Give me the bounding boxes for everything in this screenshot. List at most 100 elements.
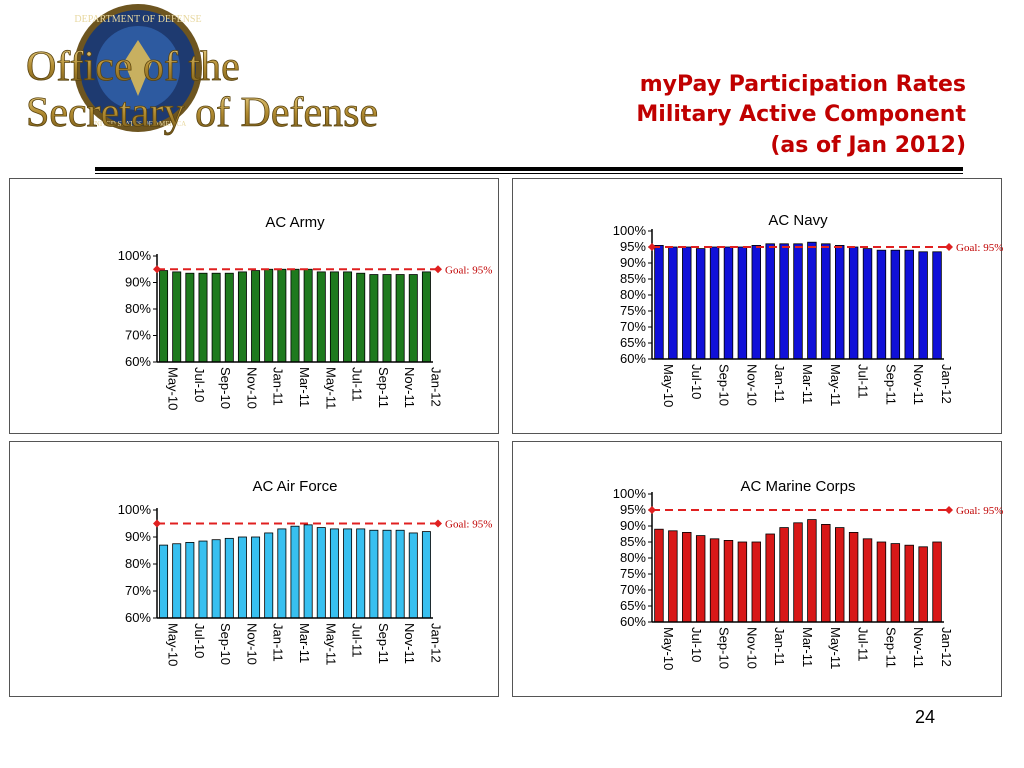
navy-x-tick-label: May-11 [828, 364, 843, 406]
army-bar-Mar-11 [290, 268, 300, 363]
marine-corps-bar-Nov-10 [737, 541, 748, 623]
navy-bar-Oct-11 [890, 249, 901, 360]
marine-corps-bar-Dec-10 [751, 541, 761, 623]
air-force-y-tick-label: 60% [125, 610, 151, 625]
marine-corps-goal-marker [648, 506, 656, 514]
army-y-tick-label: 80% [125, 301, 151, 316]
air-force-bar-Jan-11 [264, 532, 274, 619]
navy-bar-Dec-11 [918, 251, 928, 360]
army-x-tick-label: Sep-10 [218, 367, 233, 409]
army-chart: AC Army 60% 70% 80% 90% 100% May-10 Jul-10 Sep-1… [118, 214, 493, 410]
army-bar-Dec-10 [251, 270, 261, 363]
air-force-x-tick-label: Jul-10 [192, 623, 207, 658]
air-force-goal-marker [434, 519, 442, 528]
air-force-bar-Nov-10 [237, 536, 247, 619]
marine-corps-y-tick-label: 70% [620, 582, 646, 597]
navy-bar-Jun-11 [835, 245, 845, 360]
navy-y-tick-label: 85% [620, 271, 646, 286]
army-bar-Sep-10 [211, 272, 221, 363]
army-y-tick-label: 70% [125, 328, 151, 343]
air-force-bar-Feb-11 [277, 528, 287, 619]
army-x-tick-label: May-11 [323, 367, 338, 409]
air-force-x-tick-label: May-10 [166, 623, 181, 666]
navy-x-tick-label: Sep-11 [883, 364, 898, 405]
air-force-y-tick-label: 90% [125, 529, 151, 544]
navy-y-tick-label: 70% [620, 319, 646, 334]
marine-corps-y-tick-label: 75% [620, 566, 646, 581]
navy-x-tick-label: Sep-10 [717, 364, 732, 406]
navy-x-tick-label: Nov-10 [744, 364, 759, 406]
chart-panel-marine-corps: AC Marine Corps 60% 65% 70% 75% 80% 85% 90% 95% 1… [512, 441, 1003, 697]
seal-text-top: DEPARTMENT OF DEFENSE [74, 14, 201, 25]
navy-goal-label: Goal: 95% [956, 242, 1003, 254]
navy-bar-Jul-10 [682, 246, 692, 360]
army-bar-Aug-10 [198, 272, 208, 363]
army-y-tick-label: 60% [125, 354, 151, 369]
air-force-bar-Mar-11 [290, 525, 300, 619]
marine-corps-y-tick-label: 65% [620, 598, 646, 613]
marine-corps-bar-Jul-11 [848, 532, 859, 623]
marine-corps-chart-title: AC Marine Corps [740, 478, 855, 495]
army-x-tick-label: Sep-11 [376, 367, 391, 408]
marine-corps-bar-Nov-11 [904, 544, 914, 623]
header-divider-thick [95, 167, 963, 171]
navy-bar-Jan-11 [765, 243, 775, 360]
navy-x-tick-label: Jul-11 [856, 364, 871, 398]
army-x-tick-label: Jul-10 [192, 367, 207, 402]
marine-corps-x-tick-label: May-10 [661, 627, 676, 670]
marine-corps-bar-Jul-10 [682, 532, 692, 623]
army-bar-May-11 [316, 271, 326, 363]
air-force-bar-Jun-10 [172, 543, 182, 619]
air-force-bar-Nov-11 [395, 529, 405, 619]
air-force-x-tick-label: Sep-10 [218, 623, 233, 665]
army-bar-Nov-11 [395, 274, 405, 363]
marine-corps-goal-label: Goal: 95% [956, 505, 1003, 517]
air-force-x-tick-label: Nov-10 [244, 623, 259, 665]
army-x-tick-label: May-10 [166, 367, 181, 410]
air-force-x-tick-label: Nov-11 [402, 623, 417, 664]
navy-y-tick-label: 75% [620, 303, 646, 318]
army-y-tick-label: 90% [125, 275, 151, 290]
army-bar-May-10 [159, 270, 169, 363]
navy-x-tick-label: Jan-12 [939, 364, 954, 404]
marine-corps-x-tick-label: May-11 [828, 627, 843, 669]
navy-bar-Nov-10 [737, 246, 748, 360]
air-force-bar-Sep-11 [369, 529, 379, 619]
army-goal-marker [434, 265, 442, 274]
navy-goal-marker [648, 243, 656, 251]
page-number: 24 [914, 707, 936, 727]
slide-title-line-3: (as of Jan 2012) [770, 133, 966, 158]
marine-corps-bar-May-10 [654, 528, 664, 623]
navy-bar-Feb-11 [779, 243, 789, 360]
army-bar-Jan-11 [264, 268, 274, 363]
army-bar-Aug-11 [356, 272, 366, 363]
air-force-goal-marker [153, 519, 161, 528]
air-force-bar-May-10 [159, 544, 169, 619]
chart-panel-army: AC Army 60% 70% 80% 90% 100% May-10 Jul-10 Sep-1… [9, 178, 499, 434]
navy-y-tick-label: 80% [620, 287, 646, 302]
navy-x-tick-label: May-10 [661, 364, 676, 407]
army-x-tick-label: Jul-11 [350, 367, 365, 401]
army-bar-Apr-11 [303, 268, 313, 363]
marine-corps-y-tick-label: 85% [620, 534, 646, 549]
marine-corps-bar-Jun-11 [835, 527, 845, 623]
army-y-tick-label: 100% [118, 248, 152, 263]
air-force-x-tick-label: Jul-11 [350, 623, 365, 657]
marine-corps-y-tick-label: 80% [620, 550, 646, 565]
army-x-tick-label: Jan-12 [428, 367, 443, 407]
navy-bar-Nov-11 [904, 249, 914, 360]
marine-corps-bar-Apr-11 [807, 519, 817, 623]
header-divider-thin [95, 173, 963, 174]
marine-corps-x-tick-label: Nov-10 [744, 627, 759, 669]
marine-corps-y-tick-label: 90% [620, 518, 646, 533]
marine-corps-x-tick-label: Jan-12 [939, 627, 954, 667]
navy-bar-Sep-10 [709, 246, 720, 360]
marine-corps-chart: AC Marine Corps 60%65%70%75%80%85%90%95%1… [613, 478, 1003, 670]
navy-bar-Jan-12 [932, 251, 942, 360]
navy-goal-marker [945, 243, 953, 251]
air-force-bar-Sep-10 [211, 539, 221, 619]
osd-logo: DEPARTMENT OF DEFENSE UNITED STATES OF A… [26, 4, 379, 136]
marine-corps-bar-Mar-11 [793, 522, 803, 623]
army-bar-Jul-10 [185, 272, 195, 363]
air-force-bar-Jun-11 [329, 528, 339, 619]
